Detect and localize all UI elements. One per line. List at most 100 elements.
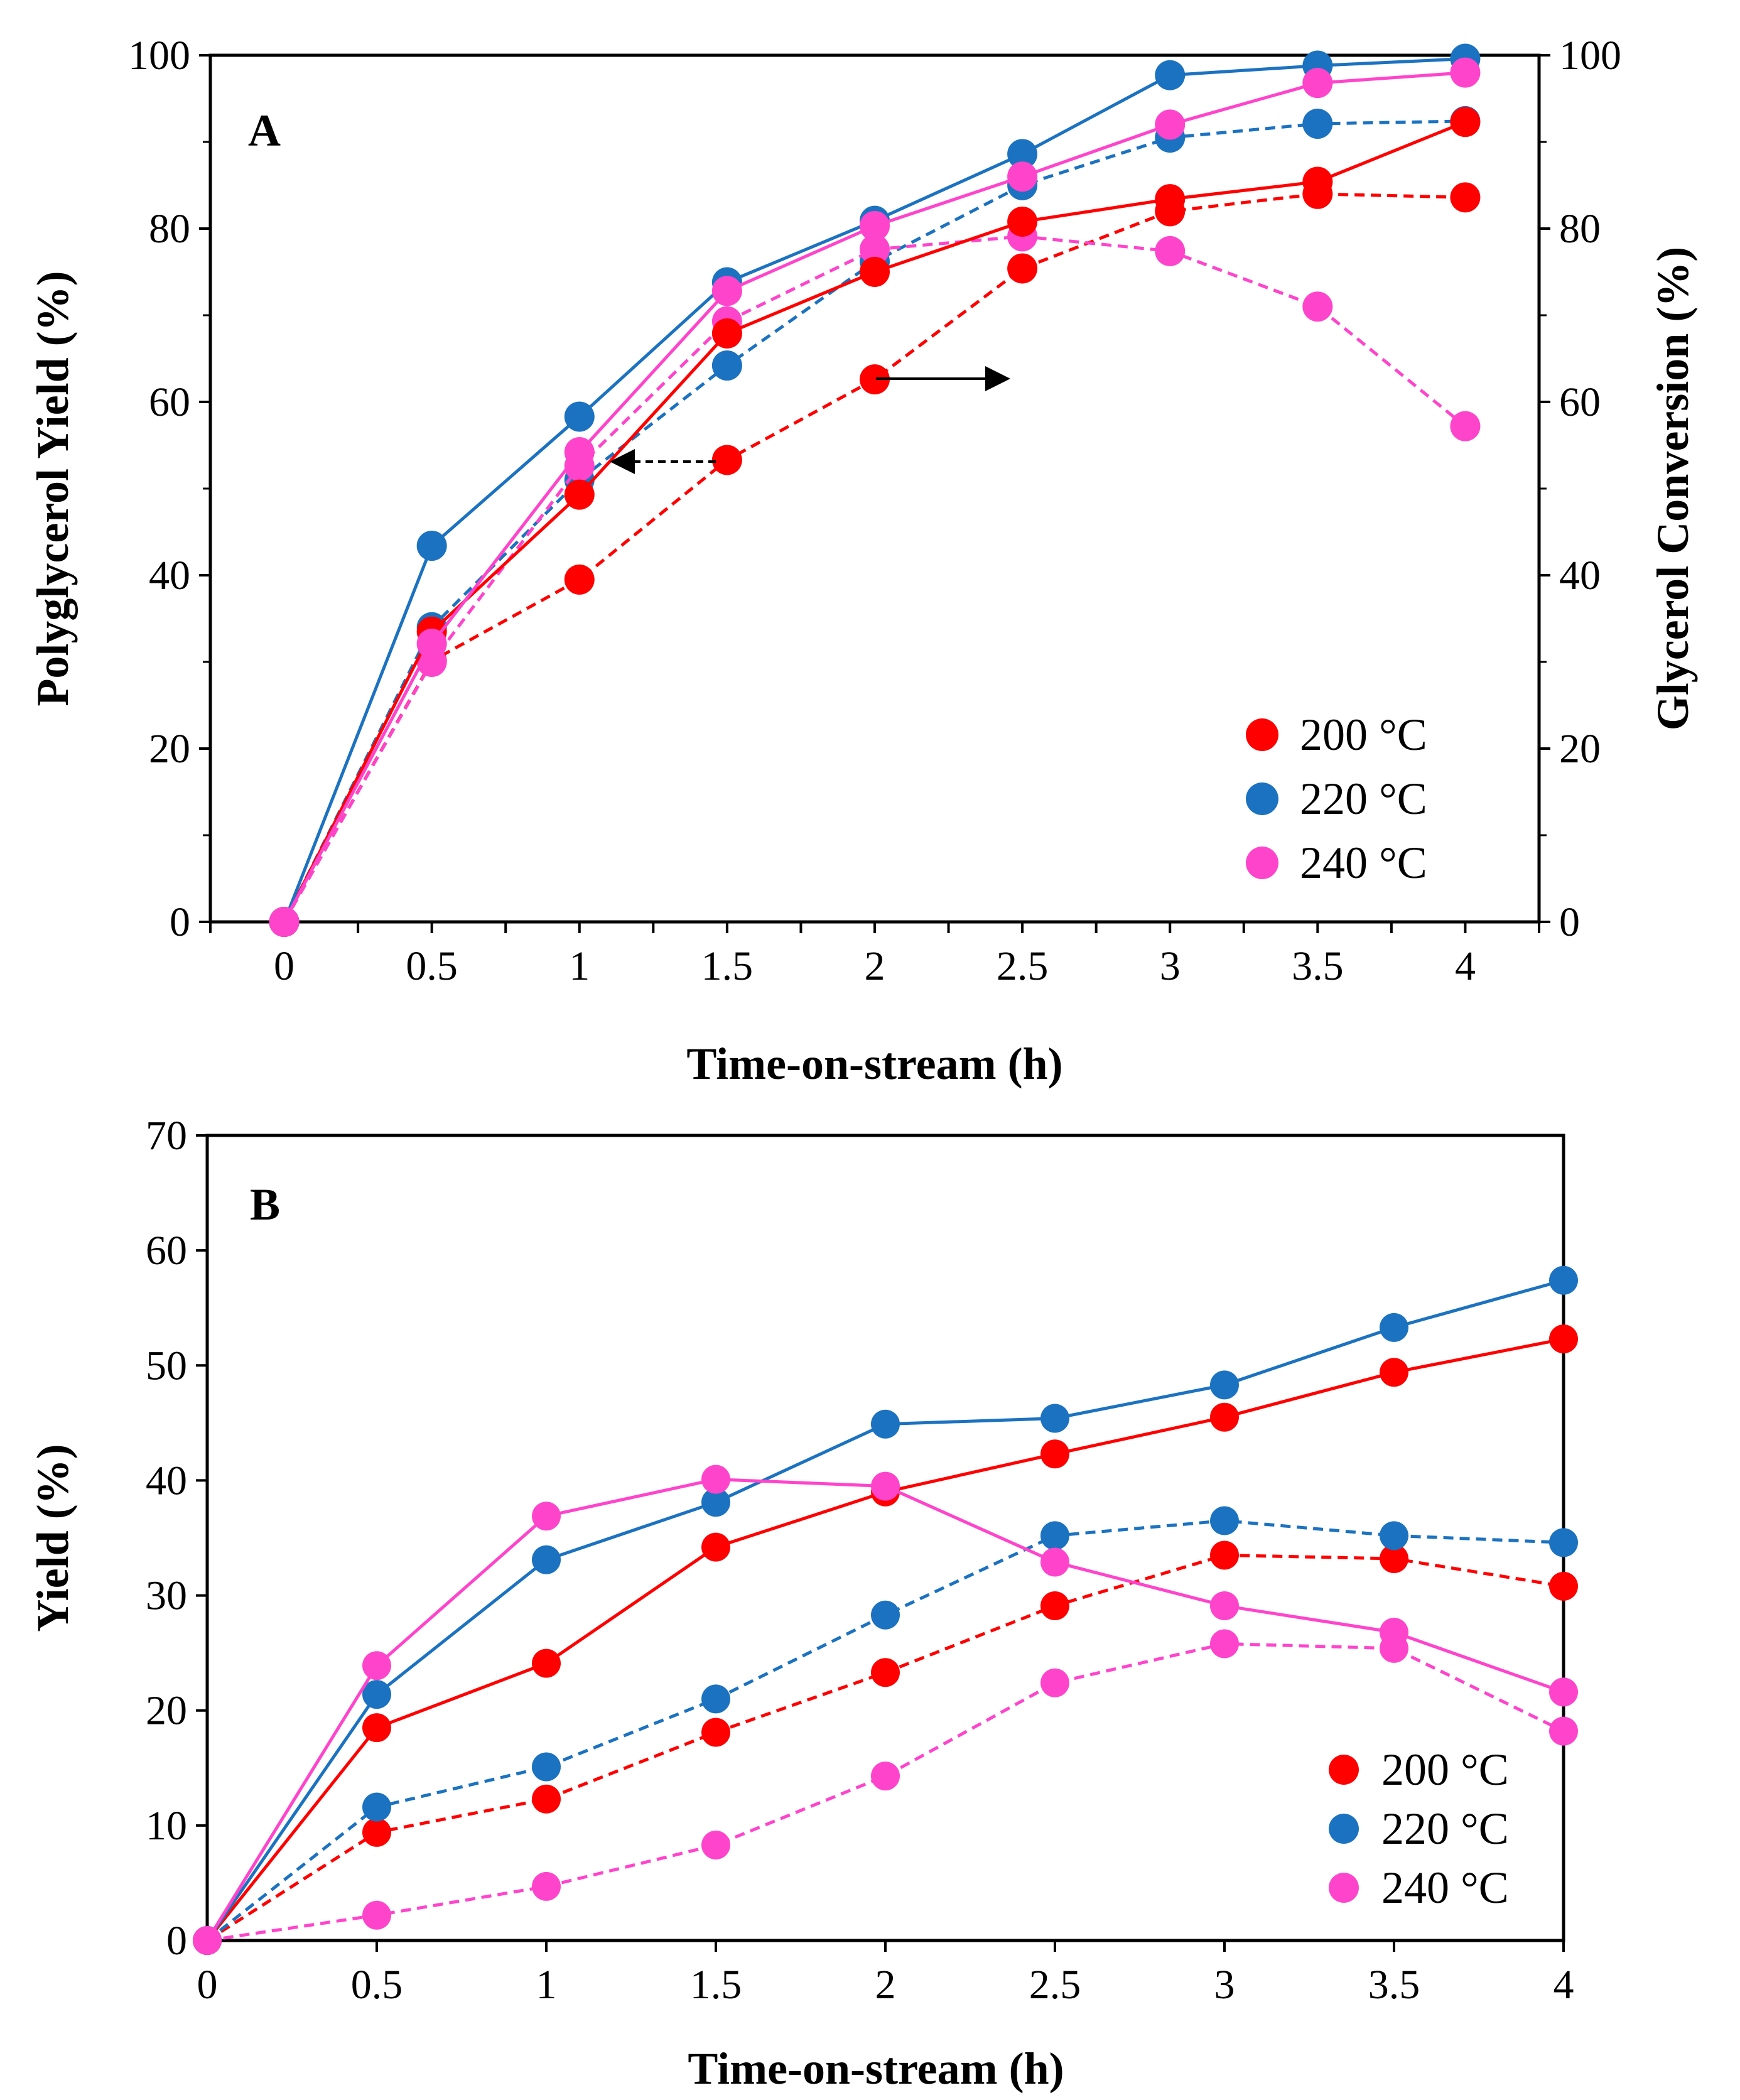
x-tick-label-b-6: 3 <box>1214 1962 1235 2008</box>
legend-marker-a-2 <box>1246 847 1278 879</box>
x-tick-label-b-0: 0 <box>197 1962 218 2008</box>
series-a <box>269 43 1481 937</box>
series-b-240-c-dashed <box>193 1629 1578 1955</box>
data-point-b-4-6 <box>1210 1506 1239 1535</box>
data-point-a-3-2 <box>564 564 595 595</box>
y-tick-label-b-7: 70 <box>146 1113 187 1159</box>
x-axis-title-a: Time-on-stream (h) <box>686 1039 1062 1089</box>
legend-marker-b-1 <box>1329 1814 1359 1844</box>
data-point-a-2-8 <box>1450 57 1481 88</box>
x-tick-label-a-0: 0 <box>274 943 295 989</box>
data-point-a-5-6 <box>1155 235 1186 266</box>
data-point-b-5-8 <box>1549 1716 1578 1746</box>
series-line-a-1 <box>283 57 1466 923</box>
data-point-a-0-6 <box>1155 184 1186 215</box>
x-tick-label-a-6: 3 <box>1160 943 1181 989</box>
data-point-a-2-2 <box>564 437 595 468</box>
data-point-b-0-1 <box>362 1713 391 1743</box>
data-point-a-5-4 <box>860 234 890 265</box>
legend-b: 200 °C 220 °C 240 °C <box>1329 1745 1509 1913</box>
y-tick-label-a-0: 0 <box>170 899 190 945</box>
series-a-240-c-dashed <box>269 221 1481 937</box>
data-point-b-3-1 <box>362 1817 391 1847</box>
series-b <box>193 1265 1578 1955</box>
y-axis-title-a: Polyglycerol Yield (%) <box>28 271 78 706</box>
panel-label-b: B <box>250 1179 280 1230</box>
series-b-220-c-dashed <box>193 1506 1578 1955</box>
data-point-b-3-4 <box>871 1658 900 1687</box>
data-point-a-3-3 <box>711 445 742 475</box>
data-point-b-1-6 <box>1210 1370 1239 1400</box>
data-point-b-5-3 <box>701 1830 730 1859</box>
x-tick-label-a-1: 0.5 <box>406 943 458 989</box>
data-point-a-1-2 <box>564 401 595 432</box>
x-tick-label-a-7: 3.5 <box>1292 943 1344 989</box>
plot-area-b <box>205 1134 1565 1942</box>
data-point-a-0-2 <box>564 479 595 510</box>
legend-marker-a-0 <box>1246 718 1278 751</box>
y-tick-label-a-5: 100 <box>128 33 190 78</box>
x-tick-label-a-4: 2 <box>865 943 885 989</box>
y-tick-labels-a: 0 20 40 60 80 100 <box>128 33 190 945</box>
series-line-a-2 <box>283 71 1466 923</box>
data-point-a-1-6 <box>1155 60 1186 90</box>
legend-label-b-0: 200 °C <box>1381 1745 1509 1795</box>
series-line-a-5 <box>283 234 1467 923</box>
legend-marker-b-0 <box>1329 1755 1359 1785</box>
y2-tick-label-a-3: 60 <box>1559 379 1601 425</box>
data-point-b-1-4 <box>871 1409 900 1439</box>
data-point-b-4-2 <box>532 1752 561 1782</box>
x-tick-label-b-7: 3.5 <box>1368 1962 1420 2008</box>
data-point-b-5-5 <box>1040 1668 1069 1697</box>
data-point-a-2-7 <box>1302 68 1333 99</box>
data-point-b-3-3 <box>701 1718 730 1747</box>
data-point-a-5-7 <box>1302 291 1333 322</box>
series-line-a-3 <box>283 192 1466 923</box>
y2-tick-label-a-2: 40 <box>1559 553 1601 598</box>
y2-tick-label-a-4: 80 <box>1559 206 1601 252</box>
data-point-a-2-4 <box>860 210 890 241</box>
panel-b: 0 0.5 1 1.5 2 2.5 3 3.5 4 0 10 20 30 40 50 60 70 B Time… <box>28 1113 1578 2094</box>
data-point-a-2-3 <box>711 276 742 306</box>
y2-tick-label-a-5: 100 <box>1559 33 1621 78</box>
data-point-b-4-7 <box>1380 1521 1408 1551</box>
x-tick-labels-b: 0 0.5 1 1.5 2 2.5 3 3.5 4 <box>197 1962 1574 2008</box>
legend-label-a-2: 240 °C <box>1300 838 1427 888</box>
data-point-a-5-8 <box>1450 411 1481 441</box>
data-point-b-2-0 <box>193 1926 222 1955</box>
x-tick-label-b-1: 0.5 <box>351 1962 403 2008</box>
legend-label-a-1: 220 °C <box>1300 774 1427 824</box>
x-tick-label-a-5: 2.5 <box>997 943 1049 989</box>
data-point-b-0-2 <box>532 1648 561 1678</box>
data-point-b-0-6 <box>1210 1402 1239 1432</box>
data-point-a-0-7 <box>1302 166 1333 197</box>
panel-label-a: A <box>248 106 281 156</box>
y-tick-label-a-4: 80 <box>149 206 190 252</box>
series-a-200-c-solid <box>269 107 1481 937</box>
x-tick-label-a-8: 4 <box>1455 943 1476 989</box>
series-line-b-2 <box>205 1478 1564 1942</box>
data-point-b-4-5 <box>1040 1521 1069 1551</box>
series-line-b-5 <box>207 1642 1565 1942</box>
panel-a: 0 0.5 1 1.5 2 2.5 3 3.5 4 0 20 40 60 80 100 0 20 40 60 80… <box>28 33 1698 1089</box>
data-point-b-3-7 <box>1380 1544 1408 1573</box>
x-tick-label-b-8: 4 <box>1554 1962 1574 2008</box>
data-point-b-0-7 <box>1380 1358 1408 1387</box>
data-point-b-3-2 <box>532 1784 561 1814</box>
data-point-b-4-1 <box>362 1792 391 1822</box>
data-point-b-1-5 <box>1040 1404 1069 1433</box>
data-point-b-2-3 <box>701 1464 730 1494</box>
y-axis-title-b: Yield (%) <box>28 1444 78 1632</box>
series-a-220-c-solid <box>269 43 1481 937</box>
y-tick-label-b-1: 10 <box>146 1803 187 1849</box>
data-point-b-1-7 <box>1380 1312 1408 1342</box>
data-point-b-5-2 <box>532 1871 561 1901</box>
data-point-a-4-3 <box>711 350 742 381</box>
x-axis-title-b: Time-on-stream (h) <box>688 2043 1064 2094</box>
x-tick-label-b-2: 1 <box>536 1962 557 2008</box>
x-tick-label-b-5: 2.5 <box>1029 1962 1081 2008</box>
series-b-240-c-solid <box>193 1464 1578 1955</box>
data-point-b-1-2 <box>532 1545 561 1574</box>
data-point-a-0-5 <box>1007 206 1038 237</box>
y-tick-label-a-1: 20 <box>149 726 190 772</box>
